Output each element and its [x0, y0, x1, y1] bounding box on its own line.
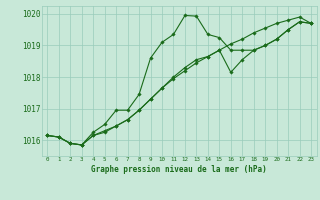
X-axis label: Graphe pression niveau de la mer (hPa): Graphe pression niveau de la mer (hPa)	[91, 165, 267, 174]
